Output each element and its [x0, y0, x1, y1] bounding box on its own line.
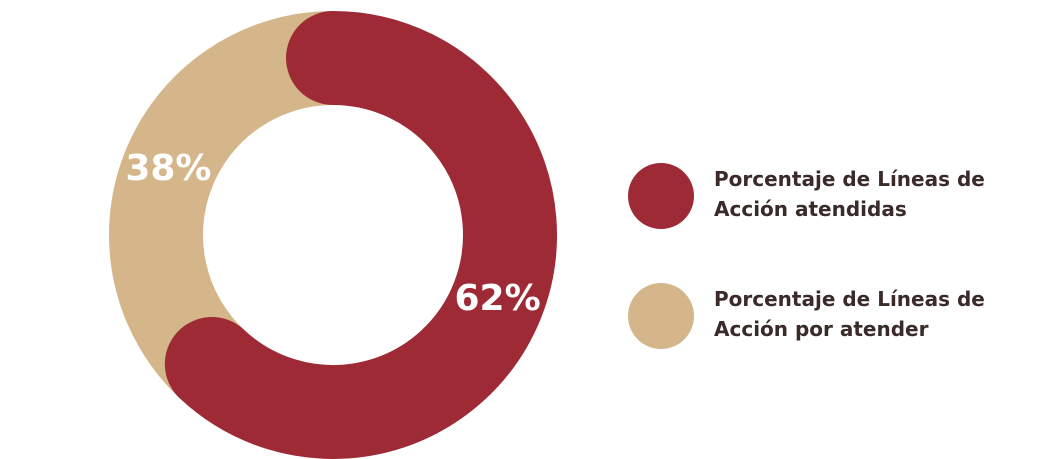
legend-label: Porcentaje de Líneas de Acción por atend… — [714, 284, 1014, 344]
page: 62% 38% Porcentaje de Líneas de Acción at… — [0, 0, 1040, 459]
legend-swatch — [628, 163, 694, 229]
value-label: 62% — [454, 278, 540, 319]
donut-slice — [156, 58, 333, 364]
legend-label: Porcentaje de Líneas de Acción atendidas — [714, 164, 1014, 224]
chart: 62% 38% — [0, 0, 1040, 459]
value-label: 38% — [125, 148, 211, 189]
legend-swatch — [628, 283, 694, 349]
